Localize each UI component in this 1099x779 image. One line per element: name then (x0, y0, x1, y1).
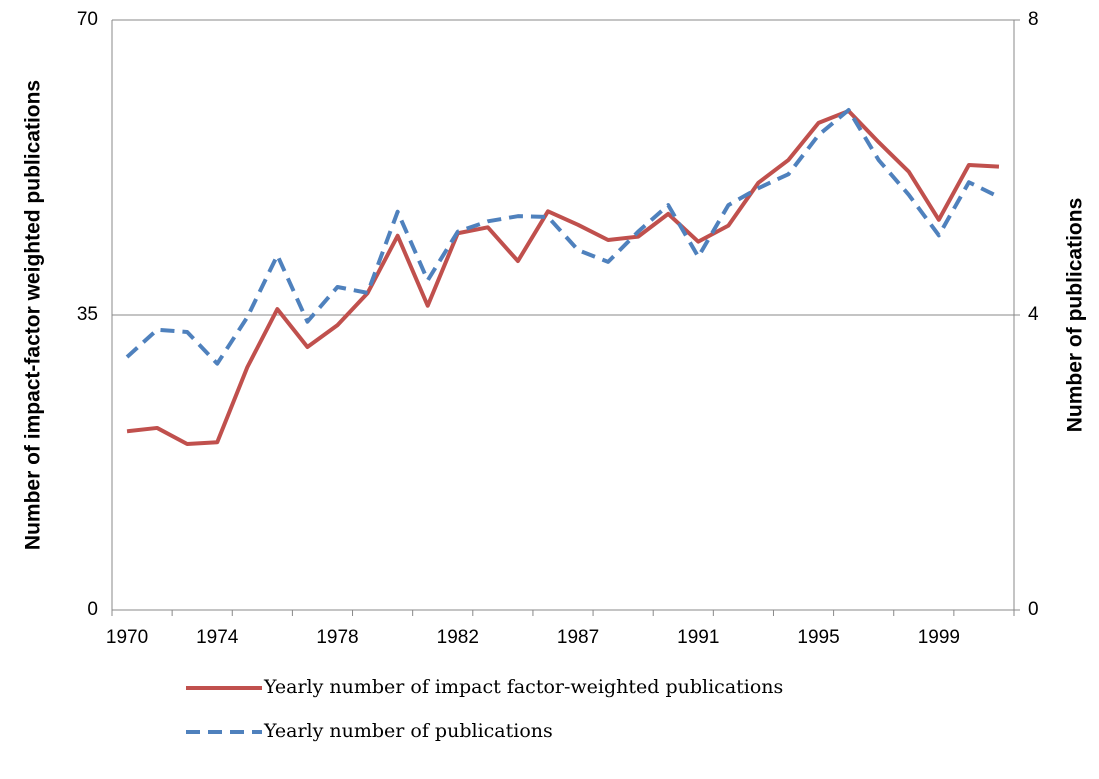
legend-label: Yearly number of impact factor-weighted … (263, 676, 783, 698)
legend-label: Yearly number of publications (263, 720, 553, 742)
y2-axis-title: Number of publications (1064, 198, 1087, 433)
series-line (126, 109, 1000, 446)
x-tick-label: 1995 (797, 627, 839, 648)
x-tick-label: 1982 (437, 627, 479, 648)
y-tick-label: 0 (87, 599, 98, 620)
y-tick-label: 35 (77, 304, 98, 325)
x-tick-label: 1999 (918, 627, 960, 648)
y-tick-label: 70 (77, 9, 98, 30)
x-tick-label: 1970 (106, 627, 148, 648)
x-tick-label: 1978 (316, 627, 358, 648)
y-axis-title: Number of impact-factor weighted publica… (22, 80, 45, 550)
y2-tick-label: 4 (1028, 304, 1039, 325)
y2-tick-label: 0 (1028, 599, 1039, 620)
y2-tick-label: 8 (1028, 9, 1039, 30)
series-line (125, 107, 1000, 366)
x-tick-label: 1974 (196, 627, 239, 648)
x-tick-label: 1991 (677, 627, 719, 648)
x-tick-label: 1987 (557, 627, 599, 648)
